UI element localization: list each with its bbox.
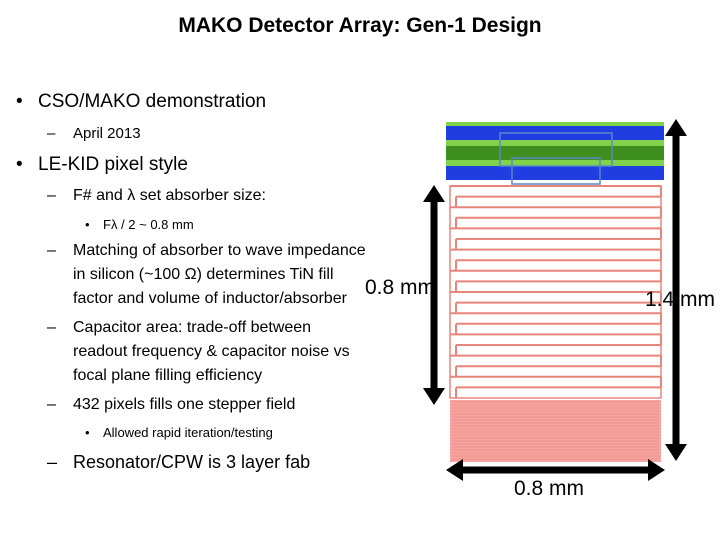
sub-bullet-resonator: – Resonator/CPW is 3 layer fab — [47, 452, 311, 472]
sub-bullet-capacitor-line2: readout frequency & capacitor noise vs — [73, 343, 350, 360]
dash-icon: – — [47, 319, 56, 336]
bullet-dot-icon: • — [85, 217, 90, 232]
sub-bullet-matching-line3: factor and volume of inductor/absorber — [73, 290, 347, 307]
sub-bullet-matching-line2: in silicon (~100 Ω) determines TiN fill — [73, 266, 334, 283]
arrow-down-icon — [665, 444, 687, 461]
bullet-lekid: • LE-KID pixel style — [16, 154, 188, 175]
bullet-mako-demo: • CSO/MAKO demonstration — [16, 91, 267, 112]
cpw-top-edge — [446, 122, 664, 126]
bullet-dot-icon: • — [16, 91, 23, 112]
label-absorber-height: 0.8 mm — [365, 276, 436, 299]
cpw-feedline — [446, 122, 664, 185]
cpw-ground-bottom — [446, 166, 664, 180]
bullet-dot-icon: • — [85, 425, 90, 440]
sub-bullet-matching: – Matching of absorber to wave impedance — [47, 242, 366, 259]
arrow-right-icon — [648, 459, 665, 481]
sub-bullet-absorber-size: – F# and λ set absorber size: — [47, 187, 266, 204]
label-total-height: 1.4 mm — [645, 288, 716, 311]
cpw-gap-top — [446, 140, 664, 146]
arrow-up-icon — [665, 119, 687, 136]
sub-bullet-capacitor: – Capacitor area: trade-off between — [47, 319, 312, 336]
dash-icon: – — [47, 452, 58, 472]
coupler-outline — [499, 132, 613, 167]
cpw-gap-bottom — [446, 160, 664, 166]
inductor-meander — [449, 185, 662, 399]
sub-bullet-pixels: –432 pixels fills one stepper field — [47, 396, 296, 413]
slide-title: MAKO Detector Array: Gen-1 Design — [178, 14, 542, 37]
dash-icon: – — [47, 125, 56, 142]
sub-sub-bullet-flambda: • Fλ / 2 ~ 0.8 mm — [85, 217, 194, 232]
arrow-up-icon — [423, 185, 445, 202]
label-width: 0.8 mm — [514, 477, 585, 500]
coupler-inner-outline — [511, 157, 601, 185]
dash-icon: – — [47, 242, 56, 259]
arrow-left-icon — [446, 459, 463, 481]
meander-line — [450, 185, 662, 398]
sub-bullet-capacitor-line3: focal plane filling efficiency — [73, 367, 263, 384]
capacitor-fingers — [452, 401, 659, 460]
arrow-down-icon — [423, 388, 445, 405]
dash-icon: – — [47, 396, 56, 413]
arrow-total-height — [665, 119, 687, 461]
dash-icon: – — [47, 187, 56, 204]
sub-sub-bullet-iteration: • Allowed rapid iteration/testing — [85, 425, 273, 440]
arrow-width — [446, 459, 665, 481]
bullet-dot-icon: • — [16, 154, 23, 175]
arrow-absorber-height — [423, 185, 445, 405]
capacitor-block — [450, 400, 661, 462]
meander-frame — [449, 185, 662, 399]
sub-bullet-april: – April 2013 — [47, 125, 141, 142]
